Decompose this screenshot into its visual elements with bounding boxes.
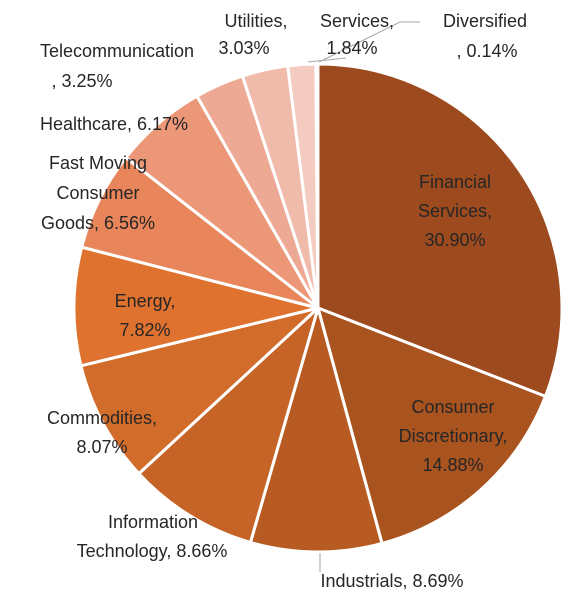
pie-slice [248, 306, 384, 554]
pie-slice [314, 62, 320, 310]
data-label: , 0.14% [456, 41, 517, 61]
data-label: Telecommunication [40, 41, 194, 61]
data-label: Diversified [443, 11, 527, 31]
data-label: Information [108, 512, 198, 532]
data-label: Commodities, [47, 408, 157, 428]
slices [72, 62, 564, 554]
leader-line [307, 57, 347, 63]
data-label: 14.88% [422, 455, 483, 475]
data-label: 1.84% [326, 38, 377, 58]
data-label: 8.07% [76, 437, 127, 457]
pie-slice [316, 306, 547, 545]
data-label: Financial [419, 172, 491, 192]
data-label: Fast Moving [49, 153, 147, 173]
pie-slice [79, 306, 320, 476]
data-label: Consumer [56, 183, 139, 203]
pie-slice [72, 245, 320, 368]
data-label: Industrials, 8.69% [320, 571, 463, 591]
data-label: Consumer [411, 397, 494, 417]
data-label: 3.03% [218, 38, 269, 58]
data-label: , 3.25% [51, 71, 112, 91]
data-label: Goods, 6.56% [41, 213, 155, 233]
data-label: Discretionary, [399, 426, 508, 446]
data-label: Healthcare, 6.17% [40, 114, 188, 134]
pie-slice [137, 306, 320, 544]
data-label: 7.82% [119, 320, 170, 340]
data-label: 30.90% [424, 230, 485, 250]
data-label: Services, [320, 11, 394, 31]
data-label: Services, [418, 201, 492, 221]
leader-line [318, 21, 420, 63]
pie-slice [316, 62, 564, 398]
data-label: Utilities, [224, 11, 287, 31]
labels: Financial Services, 30.90% Consumer Discreti… [40, 11, 527, 591]
data-label: Technology, 8.66% [77, 541, 228, 561]
data-label: Energy, [115, 291, 176, 311]
